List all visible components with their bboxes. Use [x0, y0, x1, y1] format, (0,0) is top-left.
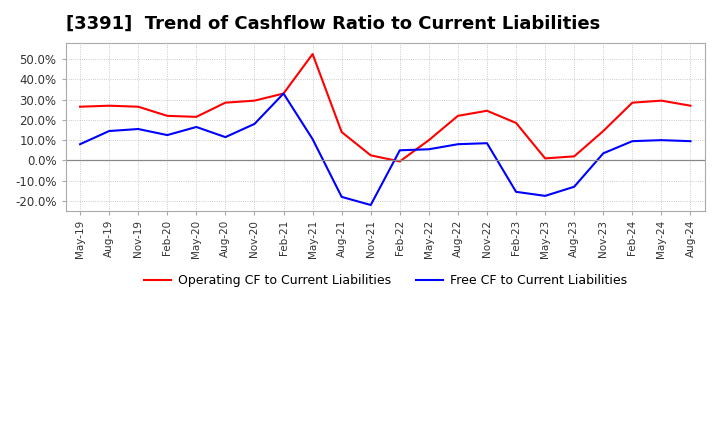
Operating CF to Current Liabilities — [308, 51, 317, 57]
Operating CF to Current Liabilities — [192, 114, 201, 120]
Operating CF to Current Liabilities — [395, 159, 404, 164]
Free CF to Current Liabilities — [628, 139, 636, 144]
Operating CF to Current Liabilities — [163, 113, 171, 118]
Operating CF to Current Liabilities — [570, 154, 578, 159]
Free CF to Current Liabilities — [134, 126, 143, 132]
Free CF to Current Liabilities — [541, 193, 549, 198]
Line: Free CF to Current Liabilities: Free CF to Current Liabilities — [80, 94, 690, 205]
Free CF to Current Liabilities — [338, 194, 346, 199]
Operating CF to Current Liabilities — [512, 120, 521, 125]
Operating CF to Current Liabilities — [279, 91, 288, 96]
Operating CF to Current Liabilities — [686, 103, 695, 108]
Text: [3391]  Trend of Cashflow Ratio to Current Liabilities: [3391] Trend of Cashflow Ratio to Curren… — [66, 15, 600, 33]
Operating CF to Current Liabilities — [76, 104, 84, 110]
Operating CF to Current Liabilities — [657, 98, 666, 103]
Free CF to Current Liabilities — [454, 142, 462, 147]
Operating CF to Current Liabilities — [425, 138, 433, 143]
Free CF to Current Liabilities — [250, 121, 258, 127]
Free CF to Current Liabilities — [105, 128, 114, 134]
Free CF to Current Liabilities — [163, 132, 171, 138]
Free CF to Current Liabilities — [308, 136, 317, 142]
Free CF to Current Liabilities — [221, 135, 230, 140]
Free CF to Current Liabilities — [686, 139, 695, 144]
Free CF to Current Liabilities — [192, 125, 201, 130]
Free CF to Current Liabilities — [599, 150, 608, 156]
Free CF to Current Liabilities — [657, 138, 666, 143]
Free CF to Current Liabilities — [425, 147, 433, 152]
Legend: Operating CF to Current Liabilities, Free CF to Current Liabilities: Operating CF to Current Liabilities, Fre… — [139, 269, 631, 292]
Operating CF to Current Liabilities — [482, 108, 491, 114]
Operating CF to Current Liabilities — [366, 153, 375, 158]
Operating CF to Current Liabilities — [599, 128, 608, 134]
Operating CF to Current Liabilities — [105, 103, 114, 108]
Free CF to Current Liabilities — [570, 184, 578, 189]
Free CF to Current Liabilities — [76, 142, 84, 147]
Operating CF to Current Liabilities — [338, 129, 346, 135]
Line: Operating CF to Current Liabilities: Operating CF to Current Liabilities — [80, 54, 690, 161]
Free CF to Current Liabilities — [512, 189, 521, 194]
Free CF to Current Liabilities — [482, 140, 491, 146]
Operating CF to Current Liabilities — [628, 100, 636, 105]
Free CF to Current Liabilities — [366, 202, 375, 208]
Operating CF to Current Liabilities — [250, 98, 258, 103]
Free CF to Current Liabilities — [279, 91, 288, 96]
Operating CF to Current Liabilities — [134, 104, 143, 110]
Operating CF to Current Liabilities — [221, 100, 230, 105]
Operating CF to Current Liabilities — [454, 113, 462, 118]
Operating CF to Current Liabilities — [541, 156, 549, 161]
Free CF to Current Liabilities — [395, 148, 404, 153]
